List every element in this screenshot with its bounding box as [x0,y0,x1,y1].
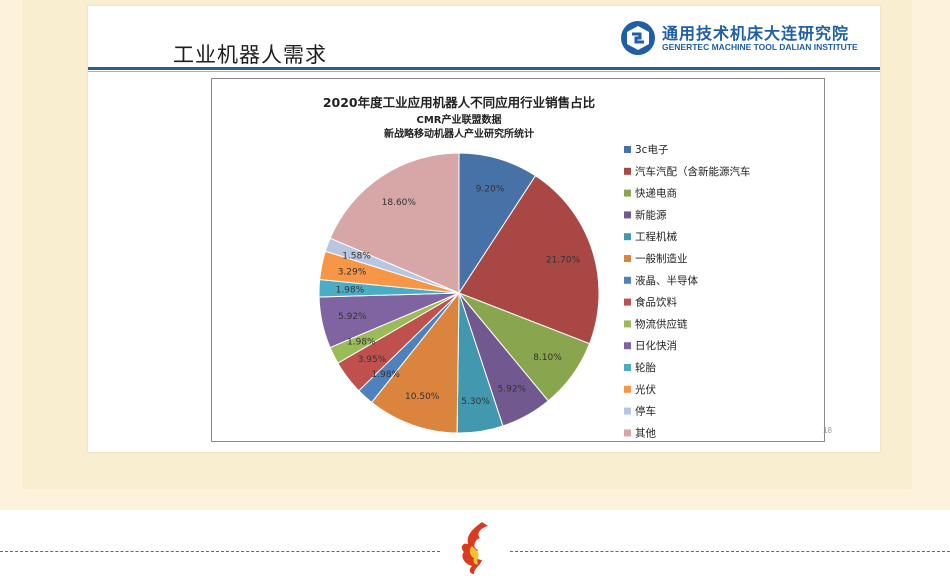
legend-swatch [624,276,631,284]
legend-label: 其他 [635,426,656,439]
legend-label: 轮胎 [635,361,656,374]
data-label: 9.20% [476,184,505,194]
legend-label: 3c电子 [635,143,668,156]
divider-line-left [0,551,440,552]
pie-slice [458,152,537,295]
legend-swatch [624,146,631,153]
chart-subtitle-2: 新战略移动机器人产业研究所统计 [384,127,534,140]
data-label: 5.30% [461,397,490,407]
pie-slices [318,152,600,434]
divider-line-right [510,551,950,552]
data-label: 21.70% [546,256,581,266]
legend-swatch [624,407,631,415]
legend-swatch [624,211,631,219]
legend-swatch [624,385,631,393]
pie-chart: 2020年度工业应用机器人不同应用行业销售占比 CMR产业联盟数据 新战略移动机… [318,95,751,439]
legend-label: 光伏 [635,383,656,396]
legend-label: 工程机械 [635,230,677,243]
data-label: 18.60% [382,198,417,208]
legend-swatch [624,189,631,197]
data-label: 10.50% [405,392,440,402]
data-labels: 9.20% 21.70% 8.10% 5.92% 5.30% 10.50% 1.98% 3.9… [336,184,581,407]
pie-chart-frame: 2020年度工业应用机器人不同应用行业销售占比 CMR产业联盟数据 新战略移动机… [211,78,825,442]
flame-ornament-icon [461,522,488,574]
pie-slice [329,152,460,294]
slide-number: 18 [823,426,832,435]
data-label: 3.29% [338,267,367,277]
institute-logo: 通用技术机床大连研究院 GENERTEC MACHINE TOOL DALIAN… [618,18,878,62]
logo-name-cn: 通用技术机床大连研究院 [662,24,850,43]
legend-label: 食品饮料 [635,296,677,309]
legend-label: 新能源 [635,208,667,221]
data-label: 1.98% [336,285,365,295]
pie-slice [458,175,600,345]
data-label: 1.58% [342,251,371,261]
data-label: 8.10% [533,353,562,363]
data-label: 5.92% [498,385,527,395]
legend-swatch [624,364,631,371]
slide: 工业机器人需求 通用技术机床大连研究院 GENERTEC MACHINE TOO… [88,6,880,452]
logo-mark-icon [621,21,655,55]
legend-swatch [624,255,631,262]
legend-label: 日化快消 [635,339,677,352]
legend-swatch [624,342,631,350]
legend-swatch [624,320,631,328]
pie-slice [370,291,460,434]
data-label: 1.98% [347,338,376,348]
legend-swatch [624,233,631,241]
legend-swatch [624,298,631,306]
legend-label: 一般制造业 [635,252,688,265]
data-label: 3.95% [358,355,387,365]
data-label: 1.98% [371,370,400,380]
chart-title: 2020年度工业应用机器人不同应用行业销售占比 [323,95,596,110]
logo-name-en: GENERTEC MACHINE TOOL DALIAN INSTITUTE [662,42,858,52]
chart-subtitle-1: CMR产业联盟数据 [417,113,502,126]
legend-swatch [624,167,631,175]
legend-label: 液晶、半导体 [635,274,698,287]
legend-label: 汽车汽配（含新能源汽车 [635,165,751,178]
title-underline-thin [88,71,880,72]
slide-title: 工业机器人需求 [173,43,327,67]
data-label: 5.92% [338,312,367,322]
title-underline [88,67,880,70]
legend-swatch [624,429,631,437]
legend-label: 物流供应链 [635,317,688,330]
chart-legend: 3c电子汽车汽配（含新能源汽车快递电商新能源工程机械一般制造业液晶、半导体食品饮… [624,143,751,439]
legend-label: 快递电商 [635,187,677,200]
legend-label: 停车 [635,405,656,418]
